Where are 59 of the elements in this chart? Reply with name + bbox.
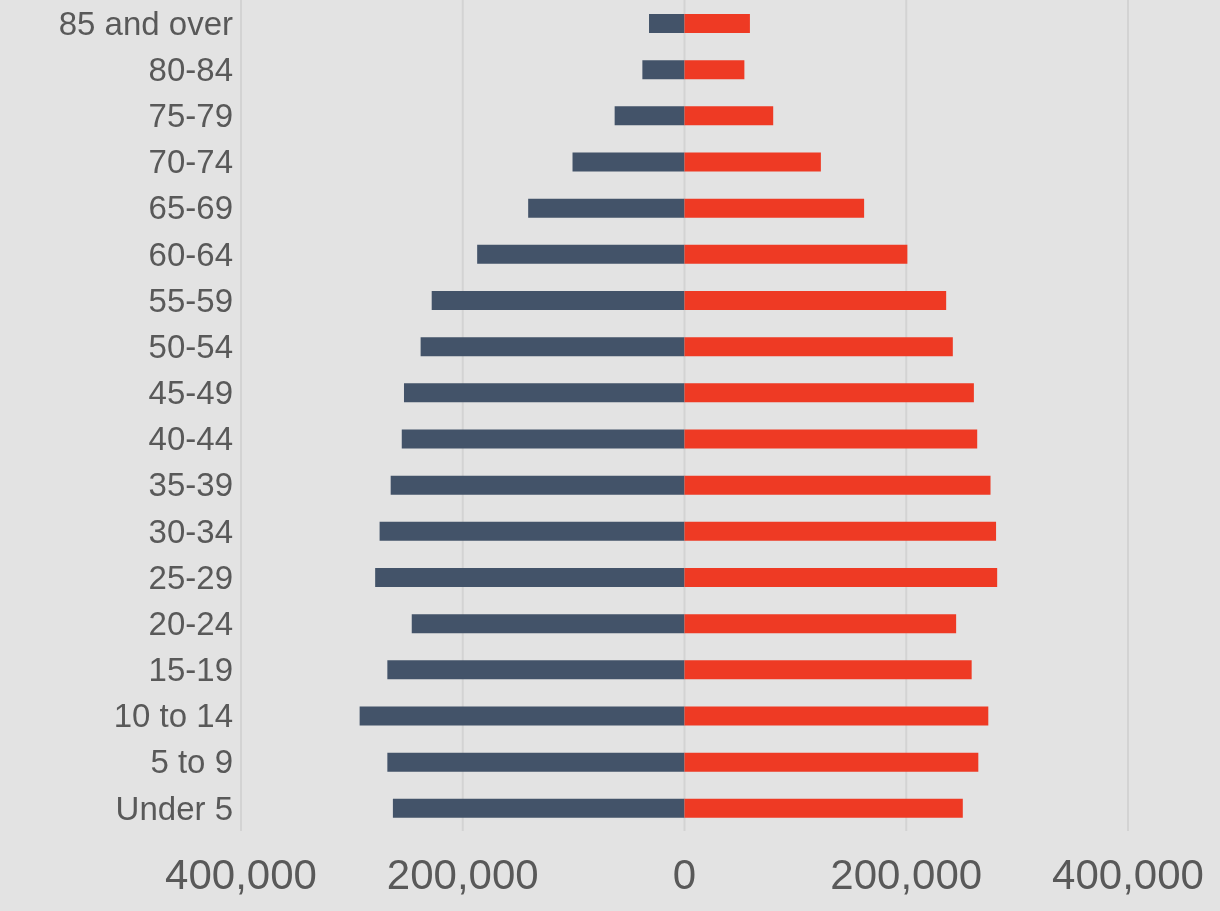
bar: [642, 60, 685, 80]
y-tick-label: 35-39: [148, 466, 233, 504]
x-tick-label: 400,000: [165, 850, 317, 898]
bar: [684, 706, 989, 726]
bar: [528, 198, 685, 218]
bar: [649, 14, 685, 33]
x-tick-label: 0: [672, 850, 697, 898]
y-tick-label: 60-64: [148, 235, 233, 273]
bar: [431, 291, 685, 310]
bar: [477, 244, 685, 264]
bar: [390, 475, 685, 495]
bar: [684, 152, 821, 172]
y-tick-label: 70-74: [148, 143, 233, 181]
x-tick-label: 200,000: [830, 850, 983, 898]
bar: [684, 798, 963, 818]
y-tick-label: 75-79: [148, 97, 233, 135]
y-tick-label: 30-34: [148, 512, 233, 550]
x-tick-label: 200,000: [386, 850, 539, 898]
bar: [403, 383, 685, 403]
bar: [375, 568, 685, 587]
bar: [684, 614, 957, 634]
y-tick-label: 80-84: [148, 50, 233, 88]
y-tick-label: 40-44: [148, 420, 233, 458]
bar: [684, 568, 998, 587]
bar: [684, 429, 978, 449]
bar: [684, 291, 947, 310]
y-tick-label: 65-69: [148, 189, 233, 227]
y-tick-label: 5 to 9: [150, 743, 233, 781]
bar: [401, 429, 685, 449]
x-tick-label: 400,000: [1052, 850, 1204, 898]
bar: [572, 152, 685, 172]
y-tick-label: 20-24: [148, 604, 233, 642]
bar: [684, 198, 865, 218]
y-tick-label: Under 5: [115, 789, 233, 827]
y-tick-label: 25-29: [148, 558, 233, 596]
bar: [420, 337, 685, 357]
bar: [379, 521, 685, 541]
bar: [411, 614, 685, 634]
bar: [684, 244, 908, 264]
bar: [684, 752, 979, 772]
bar: [359, 706, 685, 726]
bar: [387, 752, 685, 772]
y-tick-label: 50-54: [148, 327, 233, 365]
bar: [684, 383, 974, 403]
bar: [684, 337, 953, 357]
bar: [684, 60, 745, 80]
y-tick-label: 10 to 14: [113, 697, 233, 735]
y-tick-label: 15-19: [148, 651, 233, 689]
bar: [684, 475, 991, 495]
bar: [684, 14, 750, 33]
bar: [684, 521, 997, 541]
y-tick-label: 85 and over: [58, 4, 233, 42]
bar: [684, 106, 774, 126]
y-tick-label: 55-59: [148, 281, 233, 319]
bar: [392, 798, 685, 818]
y-tick-label: 45-49: [148, 374, 233, 412]
bar: [614, 106, 685, 126]
bar: [387, 660, 685, 680]
bar: [684, 660, 972, 680]
